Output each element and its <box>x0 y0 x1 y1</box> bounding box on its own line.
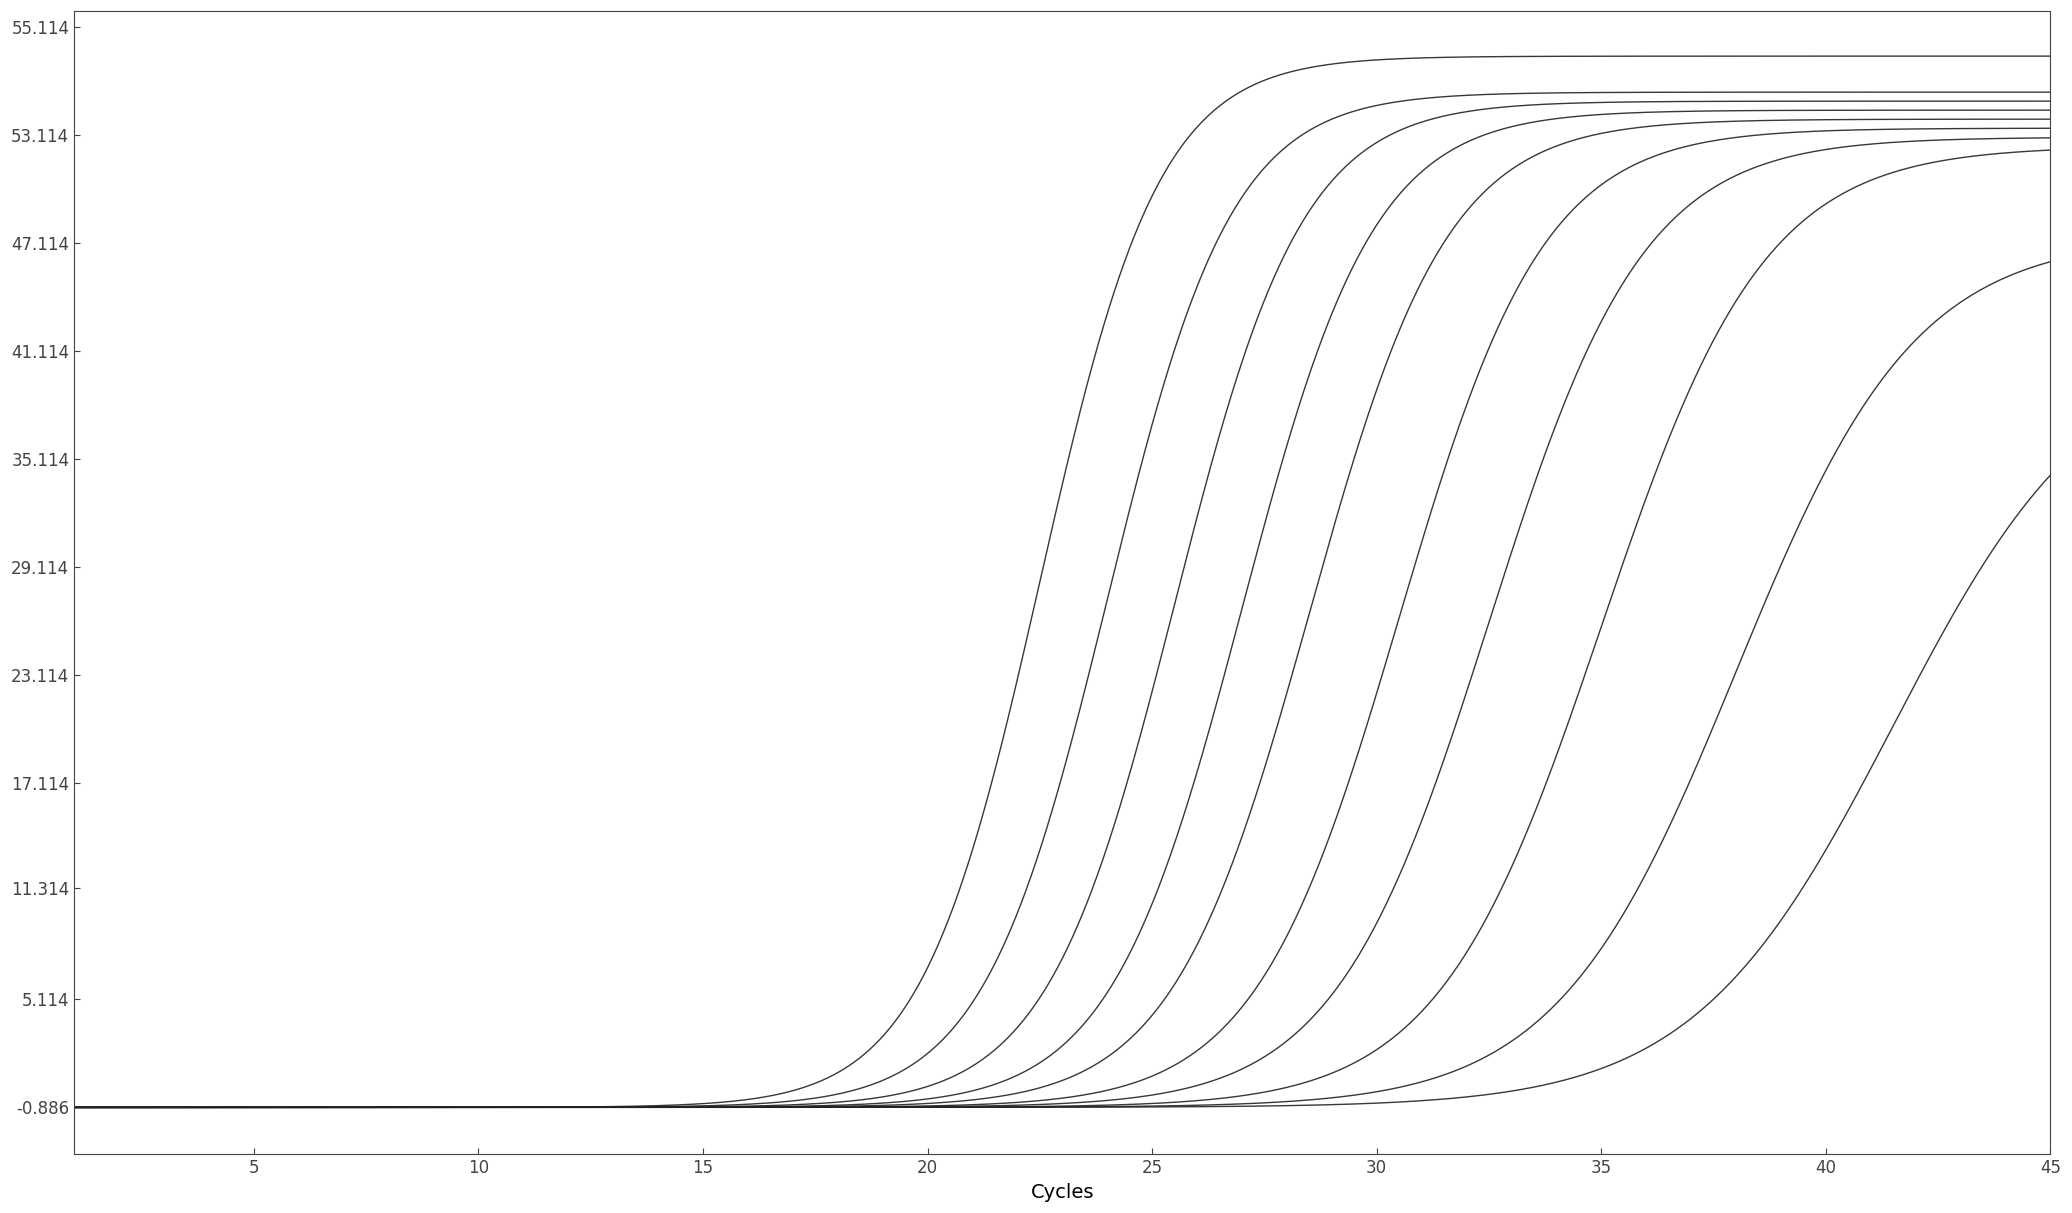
X-axis label: Cycles: Cycles <box>1030 1183 1094 1202</box>
